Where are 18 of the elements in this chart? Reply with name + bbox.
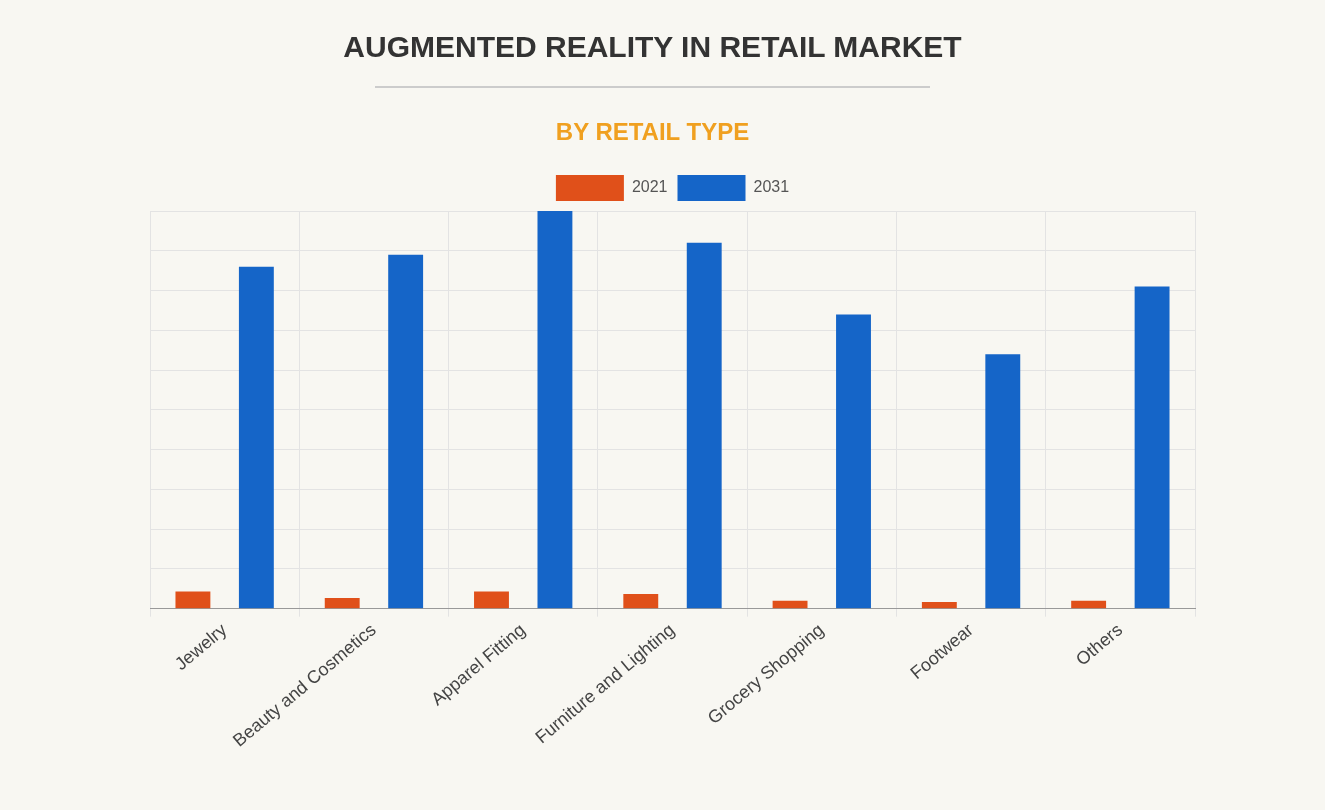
bar: [324, 597, 360, 609]
bar: [537, 211, 573, 609]
bar: [238, 266, 274, 609]
bar: [836, 314, 871, 609]
bar: [921, 601, 957, 609]
bar: [772, 600, 808, 609]
bar: [623, 593, 659, 609]
bar: [474, 591, 509, 609]
bar: [1134, 286, 1170, 609]
bar: [686, 242, 722, 609]
bar: [175, 591, 211, 609]
chart-subtitle: BY RETAIL TYPE: [554, 118, 751, 146]
bar: [388, 254, 424, 609]
bar: [985, 354, 1021, 609]
legend-label: 2021: [631, 178, 668, 196]
bar: [1071, 600, 1107, 609]
chart-title: AUGMENTED REALITY IN RETAIL MARKET: [342, 30, 963, 64]
legend-label: 2031: [753, 178, 790, 196]
